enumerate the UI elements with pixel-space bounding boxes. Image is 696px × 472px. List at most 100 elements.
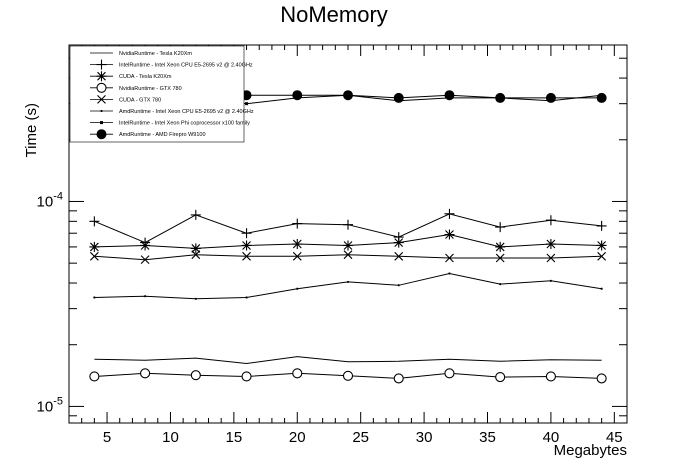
legend-marker [100, 109, 103, 113]
data-point [292, 218, 303, 229]
data-point [394, 251, 404, 261]
data-point [545, 239, 556, 250]
legend-entry: IntelRuntime - Intel Xeon Phi coprocesso… [90, 121, 250, 127]
legend-label: AmdRuntime - AMD Firepro W9100 [119, 132, 206, 138]
data-point [343, 219, 353, 230]
data-point [140, 240, 151, 251]
data-point [444, 90, 455, 101]
data-point [596, 373, 607, 384]
data-point [596, 220, 607, 231]
data-point [89, 216, 100, 227]
data-point [596, 92, 607, 103]
data-point [346, 280, 350, 284]
data-point [292, 239, 303, 250]
legend-box [69, 45, 245, 143]
data-point [296, 287, 299, 290]
data-point [140, 255, 150, 265]
legend-label: NvidiaRuntime - GTX 780 [119, 86, 182, 92]
legend: NvidiaRuntime - Tesla K20Xm IntelRuntime … [69, 45, 254, 143]
legend-entry: AmdRuntime - AMD Firepro W9100 [90, 129, 206, 140]
x-tick-label: 15 [226, 429, 243, 446]
data-point [444, 368, 455, 379]
data-point [495, 222, 506, 233]
x-tick-label: 45 [606, 429, 623, 446]
data-point [342, 370, 354, 381]
data-point [89, 241, 100, 252]
data-point [545, 92, 556, 103]
legend-marker [96, 71, 107, 82]
data-point [140, 368, 151, 379]
data-point [292, 90, 303, 101]
series-line [94, 356, 602, 365]
x-tick-label: 5 [103, 429, 111, 446]
legend-entry: CUDA - GTX 780 [90, 95, 161, 104]
data-point [89, 251, 99, 261]
data-point [89, 371, 100, 382]
data-point [545, 371, 556, 382]
legend-label: IntelRuntime - Intel Xeon CPU E5-2695 v2… [119, 63, 253, 69]
data-point [292, 251, 302, 261]
legend-label: IntelRuntime - Intel Xeon Phi coprocesso… [119, 121, 250, 127]
legend-entry: NvidiaRuntime - GTX 780 [90, 82, 182, 93]
legend-label: NvidiaRuntime - Tesla K20Xm [119, 51, 192, 57]
data-point [549, 279, 553, 282]
series-4 [89, 368, 607, 384]
data-point [495, 372, 506, 383]
legend-marker [97, 95, 106, 104]
series-6 [93, 272, 603, 300]
data-point [397, 284, 400, 287]
y-axis-title: Time (s) [23, 103, 40, 157]
legend-label: AmdRuntime - Intel Xeon CPU E5-2695 v2 @… [119, 109, 254, 115]
data-point [495, 92, 506, 103]
legend-label: CUDA - GTX 780 [119, 97, 161, 103]
series-3 [89, 229, 607, 254]
data-point [600, 287, 603, 290]
data-point [242, 251, 251, 261]
data-point [597, 251, 607, 261]
legend-entry: IntelRuntime - Intel Xeon CPU E5-2695 v2… [90, 59, 253, 70]
series-5 [89, 250, 607, 265]
legend-marker [96, 82, 107, 93]
chart-title: NoMemory [280, 2, 388, 27]
legend-label: CUDA - Tesla K20Xm [119, 74, 172, 80]
x-axis-title: Megabytes [554, 442, 627, 459]
x-tick-label: 35 [479, 429, 496, 446]
data-point [343, 250, 353, 260]
data-point [393, 373, 404, 384]
data-point [545, 215, 556, 226]
x-tick-label: 40 [543, 429, 560, 446]
x-tick-label: 25 [352, 429, 369, 446]
data-point [190, 243, 201, 254]
data-point [444, 229, 455, 240]
data-point [143, 295, 147, 298]
legend-entry: AmdRuntime - Intel Xeon CPU E5-2695 v2 @… [90, 109, 254, 115]
data-point [191, 250, 201, 260]
data-point [445, 253, 454, 263]
data-point [546, 253, 556, 263]
series-1 [94, 356, 602, 365]
data-point [241, 240, 252, 251]
x-tick-label: 30 [416, 429, 433, 446]
data-point [241, 228, 252, 239]
legend-marker [96, 59, 107, 70]
data-point [495, 241, 506, 252]
data-point [448, 272, 451, 275]
x-axis-ticks: 5 10 15 20 25 30 35 40 45 [68, 45, 628, 446]
data-point [343, 90, 353, 101]
data-point [245, 296, 248, 299]
y-tick-label: 10-4 [37, 190, 63, 210]
data-point [343, 240, 353, 251]
data-point [499, 283, 502, 286]
data-point [495, 253, 505, 263]
legend-marker [96, 129, 107, 140]
data-point [245, 102, 249, 106]
legend-entry: CUDA - Tesla K20Xm [90, 71, 172, 82]
data-point [292, 368, 303, 379]
data-point [194, 297, 197, 300]
x-tick-label: 10 [162, 429, 179, 446]
data-point [190, 370, 201, 381]
data-point [93, 296, 96, 299]
legend-entry: NvidiaRuntime - Tesla K20Xm [90, 51, 192, 57]
legend-marker [100, 121, 103, 125]
